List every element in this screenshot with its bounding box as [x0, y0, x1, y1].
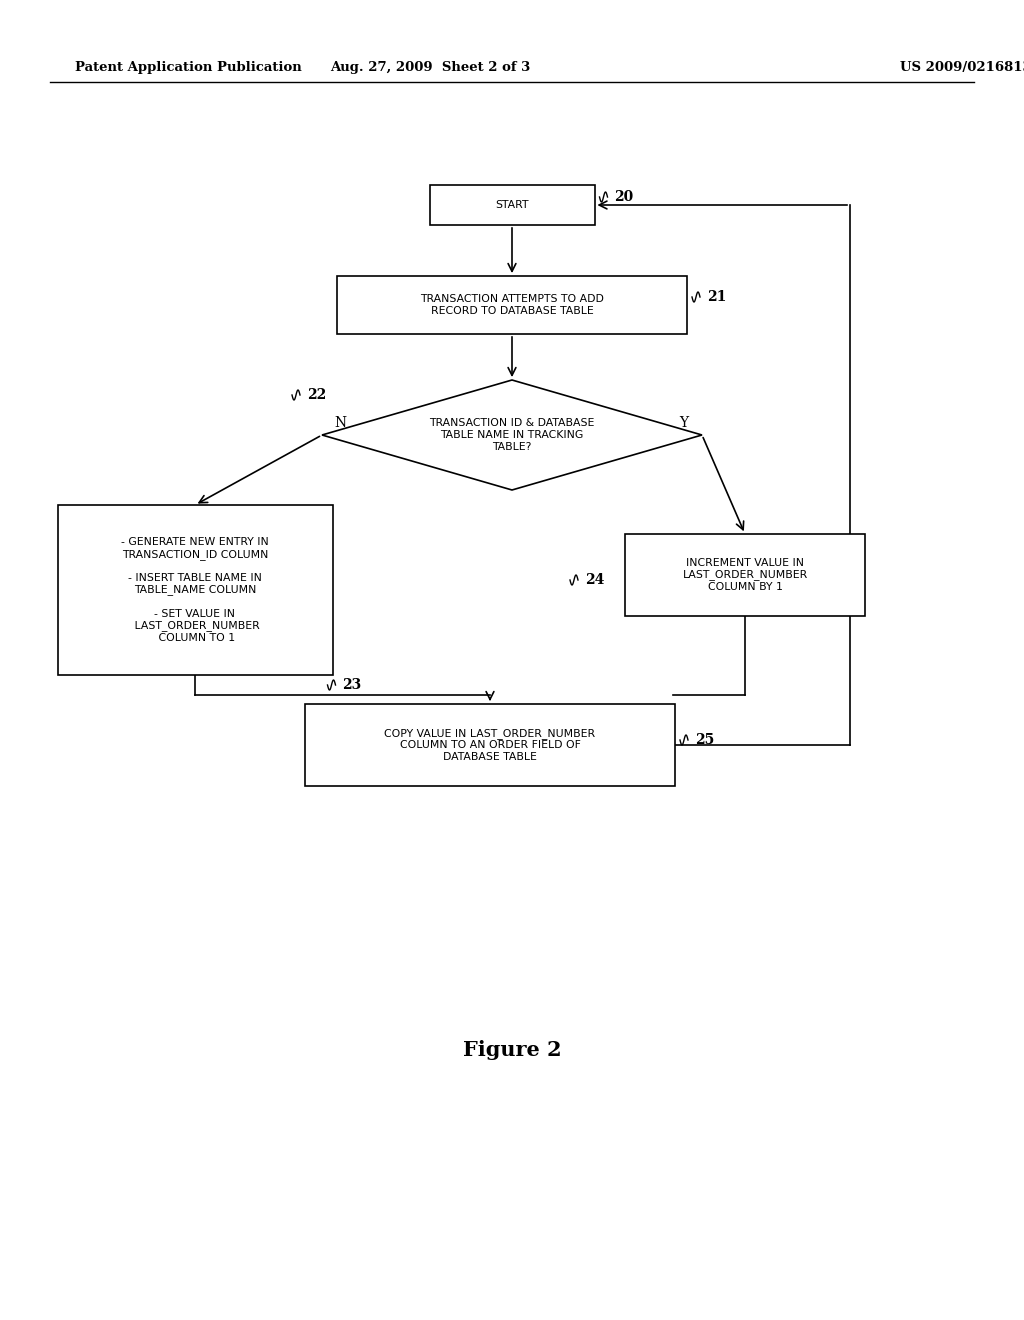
Text: 22: 22	[307, 388, 327, 403]
Text: - GENERATE NEW ENTRY IN
TRANSACTION_ID COLUMN

- INSERT TABLE NAME IN
TABLE_NAME: - GENERATE NEW ENTRY IN TRANSACTION_ID C…	[121, 537, 269, 643]
Text: COPY VALUE IN LAST_ORDER_NUMBER
COLUMN TO AN ORDER FIELD OF
DATABASE TABLE: COPY VALUE IN LAST_ORDER_NUMBER COLUMN T…	[384, 727, 596, 762]
Bar	[57, 506, 333, 675]
Text: START: START	[496, 201, 528, 210]
Text: Y: Y	[680, 416, 688, 430]
Text: Patent Application Publication: Patent Application Publication	[75, 62, 302, 74]
Text: 25: 25	[695, 733, 715, 747]
Bar	[429, 185, 595, 224]
Text: 24: 24	[585, 573, 604, 587]
Text: 23: 23	[342, 678, 361, 692]
Text: 21: 21	[707, 290, 726, 304]
Text: N: N	[334, 416, 346, 430]
Polygon shape	[322, 380, 702, 490]
Text: 20: 20	[614, 190, 634, 205]
Text: INCREMENT VALUE IN
LAST_ORDER_NUMBER
COLUMN BY 1: INCREMENT VALUE IN LAST_ORDER_NUMBER COL…	[682, 558, 808, 593]
Text: US 2009/0216813 A1: US 2009/0216813 A1	[900, 62, 1024, 74]
Text: Aug. 27, 2009  Sheet 2 of 3: Aug. 27, 2009 Sheet 2 of 3	[330, 62, 530, 74]
Text: Figure 2: Figure 2	[463, 1040, 561, 1060]
Bar	[337, 276, 687, 334]
Bar	[625, 535, 865, 616]
Bar	[305, 704, 675, 785]
Text: TRANSACTION ID & DATABASE
TABLE NAME IN TRACKING
TABLE?: TRANSACTION ID & DATABASE TABLE NAME IN …	[429, 418, 595, 451]
Text: TRANSACTION ATTEMPTS TO ADD
RECORD TO DATABASE TABLE: TRANSACTION ATTEMPTS TO ADD RECORD TO DA…	[420, 294, 604, 315]
